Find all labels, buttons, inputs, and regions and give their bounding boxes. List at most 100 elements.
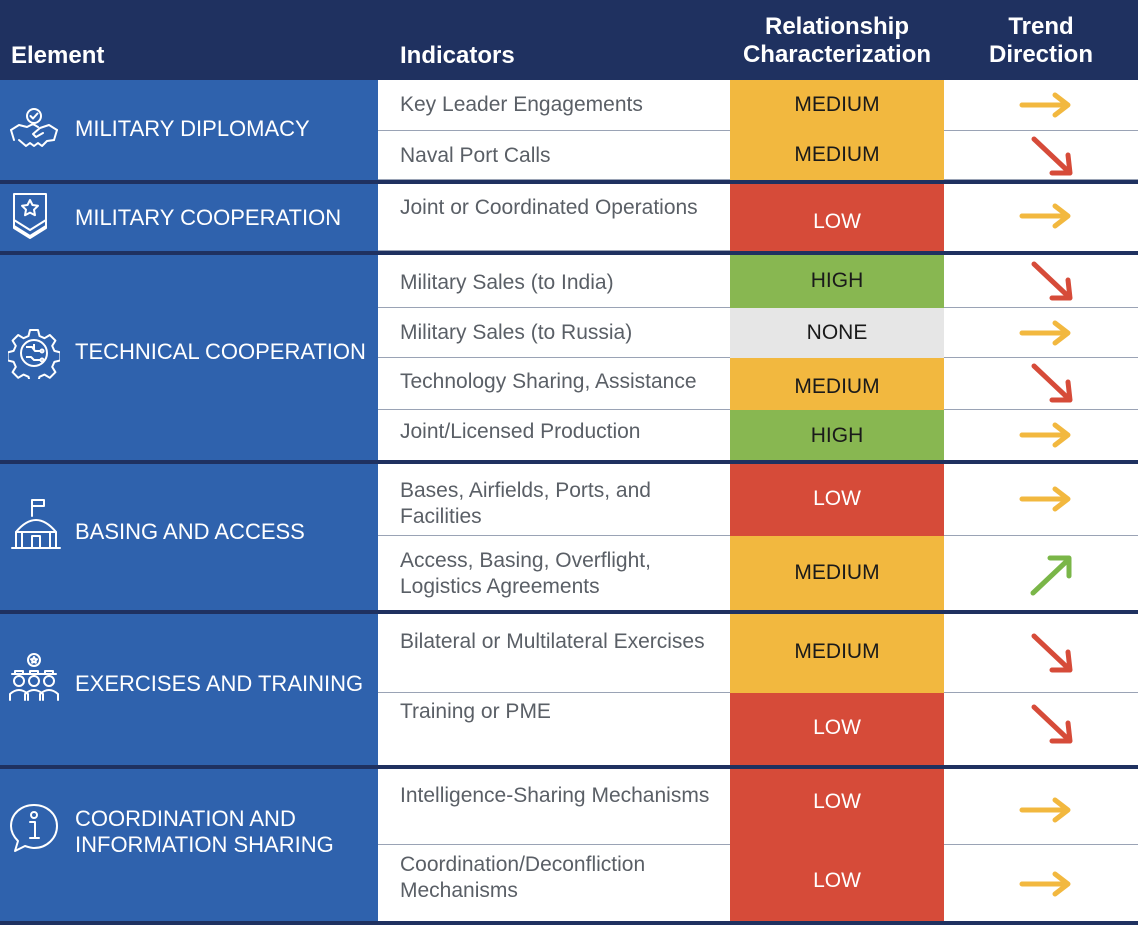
table-row: Training or PME	[378, 693, 730, 765]
section-divider	[0, 610, 1138, 614]
indicator-label: Training or PME	[400, 700, 551, 723]
element-label: TECHNICAL COOPERATION	[75, 339, 366, 364]
element-label: MILITARY DIPLOMACY	[75, 116, 310, 141]
trend-down-arrow-icon	[1031, 261, 1073, 301]
header-trend: Trend Direction	[944, 13, 1138, 69]
level-label: LOW	[813, 790, 861, 813]
table-row: Joint or Coordinated Operations	[378, 184, 730, 251]
info-speech-bubble-icon	[10, 804, 58, 852]
table-row: Joint/Licensed Production	[378, 410, 730, 460]
trend-flat-arrow-icon	[1019, 797, 1071, 823]
trend-flat-arrow-icon	[1019, 92, 1071, 118]
trend-cell	[944, 80, 1138, 131]
soldiers-group-icon	[9, 653, 59, 701]
level-label: HIGH	[810, 424, 864, 447]
section-divider	[0, 765, 1138, 769]
trend-down-arrow-icon	[1031, 136, 1073, 176]
level-label: HIGH	[810, 269, 864, 292]
trend-flat-arrow-icon	[1019, 871, 1071, 897]
trend-cell	[944, 255, 1138, 308]
table-row: Military Sales (to India)	[378, 255, 730, 308]
header-indicators: Indicators	[400, 42, 515, 69]
indicator-label: Intelligence-Sharing Mechanisms	[400, 784, 710, 807]
table-row: Technology Sharing, Assistance	[378, 358, 730, 410]
header-relationship-line1: Relationship	[764, 13, 909, 40]
indicator-label: Military Sales (to Russia)	[400, 321, 633, 344]
indicator-label: Military Sales (to India)	[400, 271, 614, 294]
gear-circuit-icon	[8, 329, 60, 379]
element-label: MILITARY COOPERATION	[75, 205, 342, 230]
level-label: MEDIUM	[794, 375, 880, 398]
trend-cell	[944, 769, 1138, 845]
element-coordination-and-information-sharing: COORDINATION AND INFORMATION SHARING	[0, 769, 378, 921]
element-exercises-and-training: EXERCISES AND TRAINING	[0, 614, 378, 765]
level-label: LOW	[813, 210, 861, 233]
trend-down-arrow-icon	[1031, 633, 1073, 673]
trend-flat-arrow-icon	[1019, 422, 1071, 448]
level-label: LOW	[813, 869, 861, 892]
trend-cell	[944, 358, 1138, 410]
table-row: Key Leader Engagements	[378, 80, 730, 131]
level-label: MEDIUM	[794, 143, 880, 166]
trend-cell	[944, 184, 1138, 251]
header-trend-line1: Trend	[1008, 13, 1074, 40]
indicator-label: Joint/Licensed Production	[400, 420, 641, 443]
level-label: NONE	[806, 321, 868, 344]
table-row: Coordination/Deconfliction Mechanisms	[378, 845, 730, 921]
level-badge: LOW	[730, 845, 944, 921]
rank-insignia-icon	[13, 193, 47, 239]
section-divider	[0, 921, 1138, 925]
header-trend-line2: Direction	[988, 41, 1093, 68]
trend-down-arrow-icon	[1031, 363, 1073, 403]
table-row: Naval Port Calls	[378, 131, 730, 180]
level-badge: HIGH	[730, 410, 944, 460]
trend-cell	[944, 308, 1138, 358]
trend-cell	[944, 131, 1138, 180]
level-label: MEDIUM	[794, 561, 880, 584]
base-tent-flag-icon	[11, 499, 61, 549]
table-row: Military Sales (to Russia)	[378, 308, 730, 358]
element-basing-and-access: BASING AND ACCESS	[0, 464, 378, 610]
level-badge: LOW	[730, 769, 944, 845]
table-row: Access, Basing, Overflight, Logistics Ag…	[378, 536, 730, 610]
indicator-label: Key Leader Engagements	[400, 93, 643, 116]
element-military-diplomacy: MILITARY DIPLOMACY	[0, 80, 378, 180]
indicator-label: Naval Port Calls	[400, 144, 551, 167]
trend-cell	[944, 614, 1138, 693]
level-badge: MEDIUM	[730, 358, 944, 410]
level-badge: LOW	[730, 693, 944, 765]
trend-cell	[944, 464, 1138, 536]
level-label: MEDIUM	[794, 93, 880, 116]
level-badge: HIGH	[730, 255, 944, 308]
level-label: MEDIUM	[794, 640, 880, 663]
trend-flat-arrow-icon	[1019, 203, 1071, 229]
indicator-label: Coordination/Deconfliction Mechanisms	[400, 853, 646, 902]
trend-flat-arrow-icon	[1019, 486, 1071, 512]
indicator-label: Access, Basing, Overflight, Logistics Ag…	[400, 549, 651, 598]
level-badge: MEDIUM	[730, 131, 944, 180]
indicator-label: Technology Sharing, Assistance	[400, 370, 697, 393]
level-badge: MEDIUM	[730, 80, 944, 131]
element-label-line2: INFORMATION SHARING	[75, 832, 334, 857]
element-label: EXERCISES AND TRAINING	[75, 671, 364, 696]
table-header: Element Indicators Relationship Characte…	[0, 0, 1138, 80]
element-label: BASING AND ACCESS	[75, 519, 305, 544]
trend-up-arrow-icon	[1030, 555, 1072, 596]
trend-cell	[944, 410, 1138, 460]
table-row: Intelligence-Sharing Mechanisms	[378, 769, 730, 845]
indicator-label: Bases, Airfields, Ports, and Facilities	[400, 479, 651, 528]
trend-cell	[944, 536, 1138, 610]
section-divider	[0, 251, 1138, 255]
table-row: Bases, Airfields, Ports, and Facilities	[378, 464, 730, 536]
trend-down-arrow-icon	[1031, 704, 1073, 744]
header-relationship: Relationship Characterization	[730, 13, 944, 69]
header-element: Element	[11, 42, 105, 69]
table-row: Bilateral or Multilateral Exercises	[378, 614, 730, 693]
level-badge: LOW	[730, 184, 944, 251]
level-badge: MEDIUM	[730, 536, 944, 610]
trend-flat-arrow-icon	[1019, 320, 1071, 346]
level-badge: NONE	[730, 308, 944, 358]
trend-cell	[944, 845, 1138, 921]
header-relationship-line2: Characterization	[742, 41, 932, 68]
indicator-label: Joint or Coordinated Operations	[400, 196, 698, 219]
